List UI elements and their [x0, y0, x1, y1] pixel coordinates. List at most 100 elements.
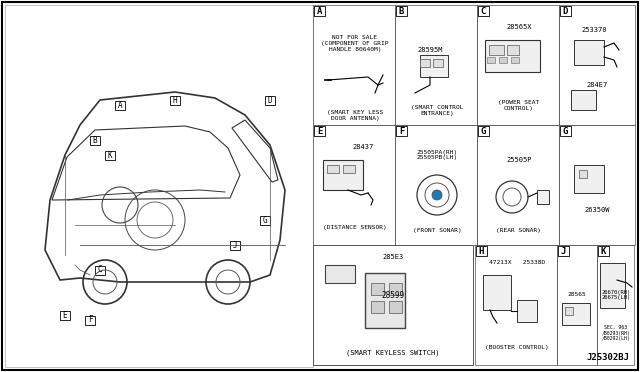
Bar: [260, 215, 270, 224]
Text: B: B: [399, 6, 404, 16]
Text: 26350W: 26350W: [584, 207, 610, 213]
Bar: [511, 57, 519, 63]
Text: (FRONT SONAR): (FRONT SONAR): [413, 228, 461, 233]
Bar: [115, 100, 125, 109]
Text: K: K: [601, 247, 606, 256]
Bar: [562, 303, 590, 325]
Bar: [475, 245, 557, 365]
Bar: [395, 5, 477, 125]
Bar: [560, 126, 571, 136]
Bar: [537, 190, 549, 204]
Bar: [60, 311, 70, 320]
Text: H: H: [479, 247, 484, 256]
Bar: [389, 301, 402, 313]
Text: (REAR SONAR): (REAR SONAR): [497, 228, 541, 233]
Text: G: G: [262, 215, 268, 224]
Bar: [597, 245, 634, 365]
Bar: [396, 126, 407, 136]
Text: J: J: [561, 247, 566, 256]
Bar: [499, 57, 507, 63]
Text: 28565: 28565: [568, 292, 586, 298]
Bar: [579, 170, 587, 178]
Text: 25505PA(RH)
25505PB(LH): 25505PA(RH) 25505PB(LH): [417, 150, 458, 160]
Bar: [170, 96, 180, 105]
Text: 25505P: 25505P: [506, 157, 532, 163]
Bar: [396, 6, 407, 16]
Text: D: D: [268, 96, 272, 105]
Bar: [477, 125, 559, 245]
Text: NOT FOR SALE
(COMPONENT OF GRIP
HANDLE 80640M): NOT FOR SALE (COMPONENT OF GRIP HANDLE 8…: [321, 35, 388, 52]
Bar: [485, 40, 540, 72]
Bar: [105, 151, 115, 160]
Text: SEC. 963
/B0293(RH)
/B0292(LH): SEC. 963 /B0293(RH) /B0292(LH): [602, 325, 630, 341]
Bar: [323, 160, 363, 190]
Bar: [230, 241, 240, 250]
Bar: [314, 126, 325, 136]
Bar: [389, 283, 402, 295]
Bar: [85, 315, 95, 324]
Text: 284E7: 284E7: [586, 82, 607, 88]
Text: (SMART KEYLESS SWITCH): (SMART KEYLESS SWITCH): [346, 350, 440, 356]
Text: 285E3: 285E3: [382, 254, 404, 260]
Bar: [433, 59, 443, 67]
Bar: [343, 165, 355, 173]
Circle shape: [432, 190, 442, 200]
Bar: [477, 5, 559, 125]
Bar: [5, 5, 313, 367]
Bar: [478, 6, 489, 16]
Text: (SMART KEY LESS
DOOR ANTENNA): (SMART KEY LESS DOOR ANTENNA): [327, 110, 383, 121]
Bar: [574, 40, 604, 65]
Text: G: G: [481, 126, 486, 135]
Text: 28437: 28437: [353, 144, 374, 150]
Text: K: K: [108, 151, 112, 160]
Text: 28595M: 28595M: [417, 47, 443, 53]
Bar: [517, 300, 537, 322]
Bar: [420, 59, 430, 67]
Text: J25302BJ: J25302BJ: [587, 353, 630, 362]
Text: 47213X   25338D: 47213X 25338D: [489, 260, 545, 266]
Bar: [489, 45, 504, 55]
Bar: [313, 125, 395, 245]
Text: 28599: 28599: [381, 291, 404, 299]
Bar: [313, 245, 473, 365]
Bar: [313, 5, 395, 125]
Bar: [365, 273, 405, 328]
Text: 28565X: 28565X: [506, 24, 532, 30]
Bar: [559, 5, 635, 125]
Text: (SMART CONTROL
ENTRANCE): (SMART CONTROL ENTRANCE): [411, 105, 463, 116]
Bar: [265, 96, 275, 105]
Bar: [574, 165, 604, 193]
Bar: [371, 301, 384, 313]
Bar: [507, 45, 519, 55]
Text: G: G: [563, 126, 568, 135]
Bar: [95, 266, 105, 275]
Text: C: C: [481, 6, 486, 16]
Bar: [478, 126, 489, 136]
Text: H: H: [173, 96, 177, 105]
Text: B: B: [93, 135, 97, 144]
Bar: [598, 246, 609, 256]
Text: F: F: [88, 315, 92, 324]
Text: D: D: [563, 6, 568, 16]
Bar: [558, 246, 569, 256]
Text: (BOOSTER CONTROL): (BOOSTER CONTROL): [485, 345, 549, 350]
Text: E: E: [317, 126, 322, 135]
Bar: [560, 6, 571, 16]
Text: 26670(RH)
26675(LH): 26670(RH) 26675(LH): [602, 289, 630, 301]
Bar: [314, 6, 325, 16]
Bar: [571, 90, 596, 110]
Text: E: E: [63, 311, 67, 320]
Text: A: A: [118, 100, 122, 109]
Bar: [557, 245, 597, 365]
Text: (POWER SEAT
CONTROL): (POWER SEAT CONTROL): [499, 100, 540, 111]
Bar: [420, 55, 448, 77]
Bar: [487, 57, 495, 63]
Bar: [90, 135, 100, 144]
Bar: [371, 283, 384, 295]
Bar: [395, 125, 477, 245]
Bar: [327, 165, 339, 173]
Text: F: F: [399, 126, 404, 135]
Text: 253370: 253370: [581, 27, 607, 33]
Bar: [565, 307, 573, 315]
Bar: [483, 275, 511, 310]
